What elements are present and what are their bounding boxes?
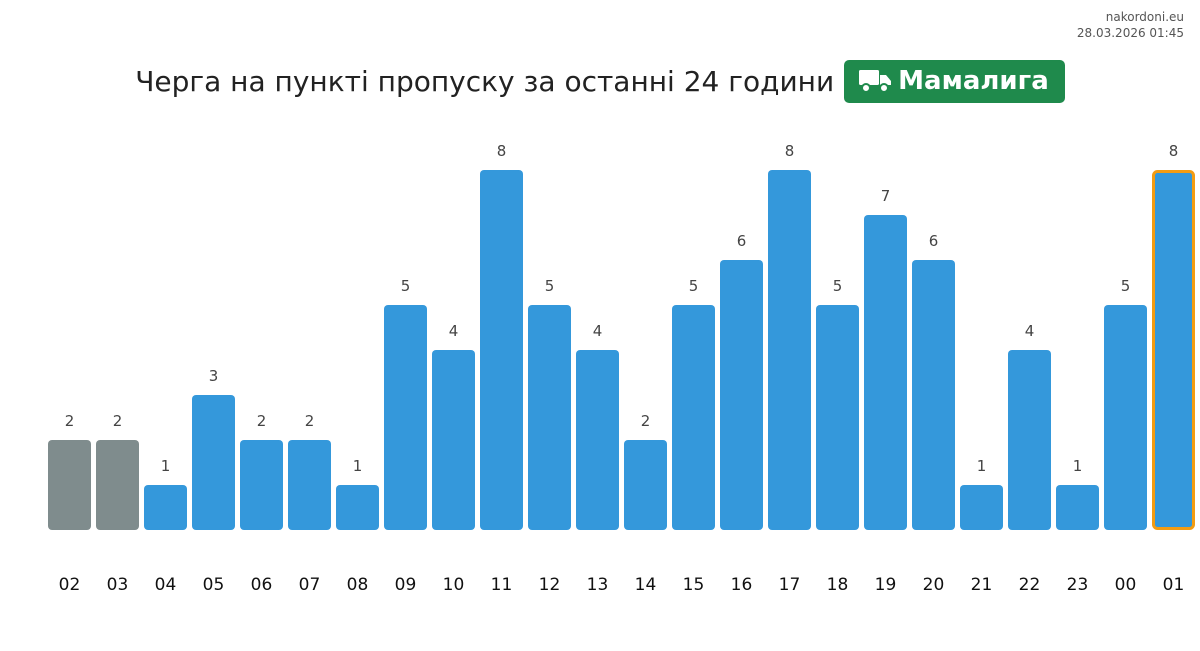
value-label-03: 2	[113, 412, 123, 430]
x-tick-22: 22	[1019, 575, 1041, 595]
site-info: nakordoni.eu 28.03.2026 01:45	[1077, 9, 1184, 41]
value-label-21: 1	[977, 457, 987, 475]
title-row: Черга на пункті пропуску за останні 24 г…	[0, 59, 1200, 103]
bar-17	[768, 170, 811, 530]
value-label-08: 1	[353, 457, 363, 475]
chart-title: Черга на пункті пропуску за останні 24 г…	[135, 64, 835, 98]
value-label-13: 4	[593, 322, 603, 340]
bar-09	[384, 305, 427, 530]
bar-16	[720, 260, 763, 530]
value-label-06: 2	[257, 412, 267, 430]
x-tick-20: 20	[923, 575, 945, 595]
x-tick-15: 15	[683, 575, 705, 595]
timestamp: 28.03.2026 01:45	[1076, 26, 1184, 40]
value-label-16: 6	[737, 232, 747, 250]
value-label-05: 3	[209, 367, 219, 385]
value-label-00: 5	[1121, 277, 1131, 295]
value-label-10: 4	[449, 322, 459, 340]
checkpoint-name: Мамалига	[898, 66, 1049, 96]
x-tick-12: 12	[539, 575, 561, 595]
x-tick-04: 04	[155, 575, 177, 595]
x-tick-01: 01	[1163, 575, 1185, 595]
value-label-19: 7	[881, 187, 891, 205]
x-tick-17: 17	[779, 575, 801, 595]
value-label-23: 1	[1073, 457, 1083, 475]
x-tick-11: 11	[491, 575, 513, 595]
bar-13	[576, 350, 619, 530]
value-label-14: 2	[641, 412, 651, 430]
bar-18	[816, 305, 859, 530]
x-tick-23: 23	[1067, 575, 1089, 595]
bar-08	[336, 485, 379, 530]
bar-21	[960, 485, 1003, 530]
x-tick-07: 07	[299, 575, 321, 595]
value-label-20: 6	[929, 232, 939, 250]
bar-05	[192, 395, 235, 530]
bar-20	[912, 260, 955, 530]
x-tick-14: 14	[635, 575, 657, 595]
x-tick-16: 16	[731, 575, 753, 595]
bar-19	[864, 215, 907, 530]
x-tick-03: 03	[107, 575, 129, 595]
bar-04	[144, 485, 187, 530]
checkpoint-badge[interactable]: Мамалига	[844, 59, 1065, 103]
bar-02	[48, 440, 91, 530]
bar-15	[672, 305, 715, 530]
value-label-12: 5	[545, 277, 555, 295]
value-label-17: 8	[785, 142, 795, 160]
bar-01	[1152, 170, 1195, 530]
value-label-07: 2	[305, 412, 315, 430]
x-tick-05: 05	[203, 575, 225, 595]
x-tick-10: 10	[443, 575, 465, 595]
value-label-18: 5	[833, 277, 843, 295]
bar-06	[240, 440, 283, 530]
bar-11	[480, 170, 523, 530]
bar-23	[1056, 485, 1099, 530]
value-label-11: 8	[497, 142, 507, 160]
bar-12	[528, 305, 571, 530]
bar-22	[1008, 350, 1051, 530]
bar-14	[624, 440, 667, 530]
x-tick-21: 21	[971, 575, 993, 595]
bar-00	[1104, 305, 1147, 530]
bar-10	[432, 350, 475, 530]
truck-icon	[859, 70, 892, 93]
value-label-04: 1	[161, 457, 171, 475]
value-label-22: 4	[1025, 322, 1035, 340]
x-tick-00: 00	[1115, 575, 1137, 595]
x-tick-19: 19	[875, 575, 897, 595]
x-tick-02: 02	[59, 575, 81, 595]
site-name: nakordoni.eu	[1105, 10, 1184, 24]
x-tick-18: 18	[827, 575, 849, 595]
x-tick-13: 13	[587, 575, 609, 595]
value-label-15: 5	[689, 277, 699, 295]
value-label-01: 8	[1169, 142, 1179, 160]
x-tick-06: 06	[251, 575, 273, 595]
x-tick-08: 08	[347, 575, 369, 595]
x-tick-09: 09	[395, 575, 417, 595]
value-label-09: 5	[401, 277, 411, 295]
value-label-02: 2	[65, 412, 75, 430]
bar-03	[96, 440, 139, 530]
bar-07	[288, 440, 331, 530]
